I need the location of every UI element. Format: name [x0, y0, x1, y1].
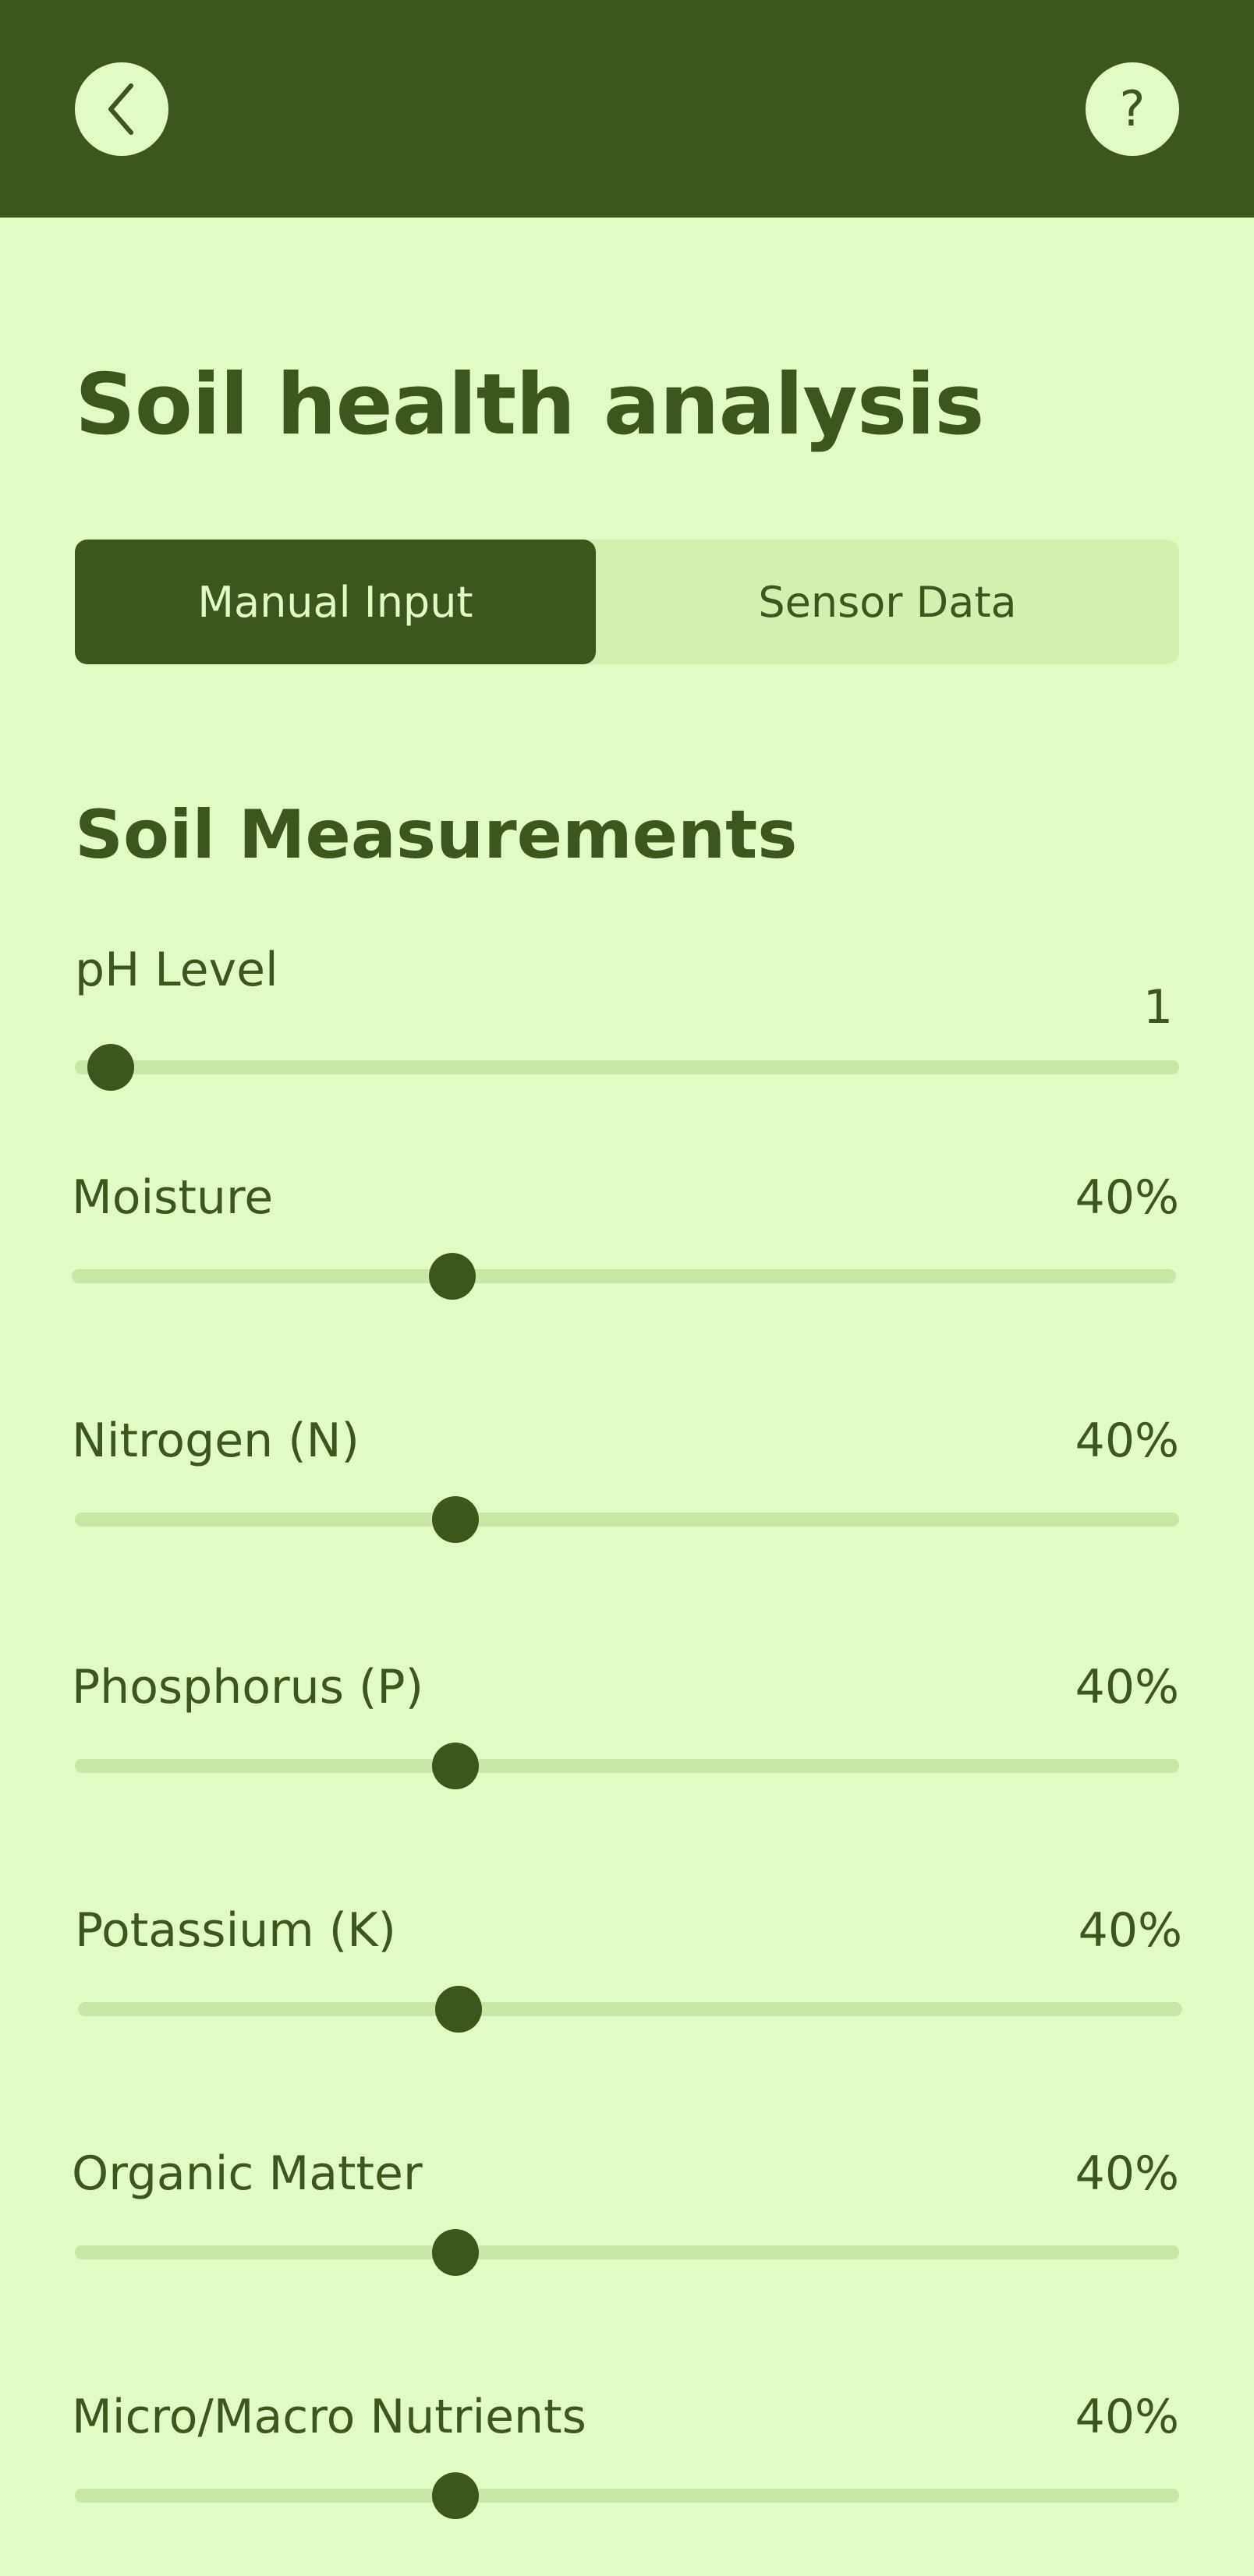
slider-thumb[interactable] [432, 2229, 480, 2276]
slider-thumb[interactable] [432, 1743, 480, 1789]
measurement-value: 40% [1075, 2146, 1179, 2201]
slider-thumb[interactable] [87, 1044, 134, 1091]
measurement-label: Potassium (K) [75, 1903, 396, 1958]
measurement-value: 1 [1142, 980, 1173, 1035]
section-title: Soil Measurements [75, 796, 798, 874]
measurement-value: 40% [1075, 2390, 1179, 2444]
slider-thumb[interactable] [432, 1496, 480, 1543]
ph-level-slider[interactable] [75, 1044, 1179, 1091]
input-mode-tabs: Manual Input Sensor Data [75, 540, 1179, 664]
measurement-ph-level: pH Level 1 [72, 943, 1179, 1091]
nitrogen-slider[interactable] [75, 1496, 1179, 1543]
potassium-slider[interactable] [78, 1986, 1182, 2033]
measurement-label: Organic Matter [72, 2146, 423, 2201]
micro-macro-nutrients-slider[interactable] [75, 2472, 1179, 2519]
measurement-phosphorus: Phosphorus (P) 40% [72, 1664, 1179, 1789]
measurement-value: 40% [1078, 1903, 1182, 1958]
slider-thumb[interactable] [432, 2472, 480, 2519]
measurement-label: Moisture [72, 1170, 274, 1225]
slider-thumb[interactable] [435, 1986, 483, 2033]
measurement-organic-matter: Organic Matter 40% [72, 2146, 1179, 2276]
measurement-value: 40% [1075, 1660, 1179, 1714]
measurement-value: 40% [1075, 1414, 1179, 1468]
question-mark-icon: ? [1119, 80, 1146, 137]
measurement-label: pH Level [75, 943, 278, 997]
slider-thumb[interactable] [429, 1253, 476, 1300]
measurement-value: 40% [1075, 1170, 1179, 1225]
page-title: Soil health analysis [75, 356, 984, 454]
organic-matter-slider[interactable] [75, 2229, 1179, 2276]
back-button[interactable] [75, 62, 168, 156]
measurement-label: Nitrogen (N) [72, 1414, 360, 1468]
measurement-nitrogen: Nitrogen (N) 40% [72, 1414, 1179, 1543]
measurement-moisture: Moisture 40% [72, 1170, 1179, 1300]
chevron-left-icon [108, 83, 133, 135]
measurement-label: Micro/Macro Nutrients [72, 2390, 586, 2444]
phosphorus-slider[interactable] [75, 1743, 1179, 1789]
measurement-potassium: Potassium (K) 40% [75, 1903, 1182, 2033]
measurement-label: Phosphorus (P) [72, 1660, 424, 1714]
measurement-micro-macro-nutrients: Micro/Macro Nutrients 40% [72, 2390, 1179, 2519]
moisture-slider[interactable] [72, 1253, 1176, 1300]
app-header: ? [0, 0, 1254, 218]
tab-manual-input[interactable]: Manual Input [75, 540, 596, 664]
tab-sensor-data[interactable]: Sensor Data [758, 577, 1017, 627]
help-button[interactable]: ? [1086, 62, 1179, 156]
